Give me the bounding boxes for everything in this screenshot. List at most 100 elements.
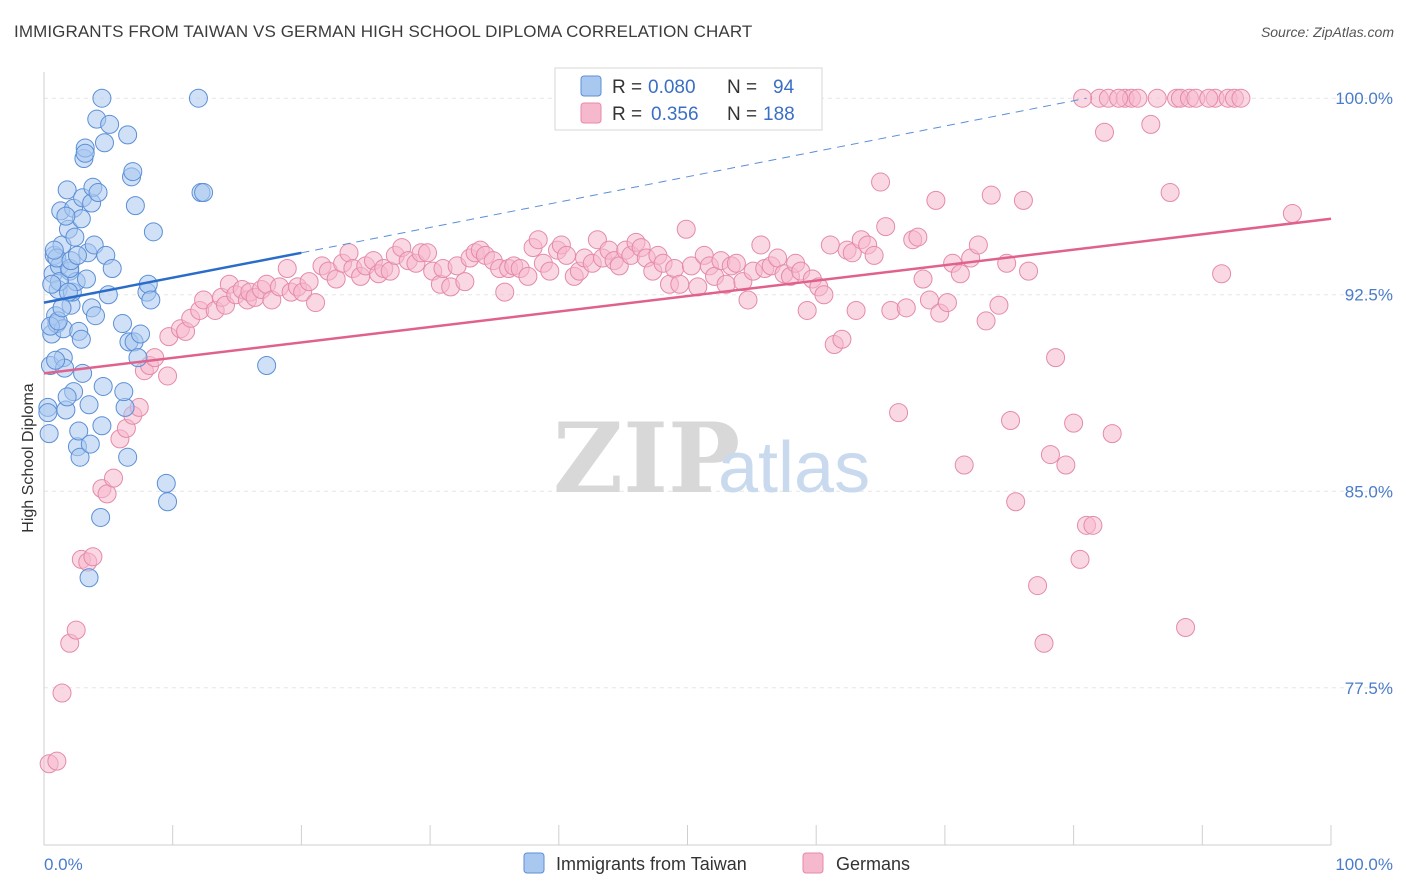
germans-point	[908, 227, 928, 247]
germans-point	[339, 243, 359, 263]
germans-point	[676, 219, 696, 239]
y-axis-label: High School Diploma	[20, 383, 37, 533]
taiwan-point	[91, 507, 111, 527]
germans-point	[1160, 183, 1180, 203]
taiwan-point	[44, 240, 64, 260]
germans-point	[66, 620, 86, 640]
germans-point	[726, 253, 746, 273]
chart-source: Source: ZipAtlas.com	[1260, 24, 1394, 40]
taiwan-point	[92, 416, 112, 436]
germans-point	[954, 455, 974, 475]
x-tick-labels: 0.0% 100.0%	[44, 855, 1393, 874]
bottom-legend-swatch-germans	[802, 852, 824, 874]
taiwan-point	[123, 162, 143, 182]
y-tick-label: 85.0%	[1345, 482, 1393, 501]
taiwan-point	[92, 88, 112, 108]
legend-r-label-1: R =	[612, 77, 642, 98]
taiwan-point	[75, 143, 95, 163]
taiwan-point	[188, 88, 208, 108]
legend-swatch-germans	[580, 102, 602, 124]
taiwan-point	[194, 183, 214, 203]
germans-point	[738, 290, 758, 310]
taiwan-point	[125, 196, 145, 216]
taiwan-point	[118, 447, 138, 467]
germans-points	[39, 88, 1302, 774]
germans-point	[871, 172, 891, 192]
germans-point	[1040, 445, 1060, 465]
germans-point	[1199, 88, 1219, 108]
taiwan-point	[88, 183, 108, 203]
germans-point	[1282, 203, 1302, 223]
taiwan-point	[57, 180, 77, 200]
germans-point	[864, 245, 884, 265]
taiwan-point	[143, 222, 163, 242]
germans-point	[540, 261, 560, 281]
taiwan-point	[94, 133, 114, 153]
germans-point	[1034, 633, 1054, 653]
germans-point	[418, 243, 438, 263]
germans-point	[1028, 576, 1048, 596]
grid-lines	[44, 97, 1392, 689]
bottom-legend-swatch-taiwan	[523, 852, 545, 874]
taiwan-point	[42, 274, 62, 294]
germans-point	[832, 329, 852, 349]
taiwan-point	[71, 209, 91, 229]
germans-point	[1147, 88, 1167, 108]
legend-r-label-2: R =	[612, 104, 642, 125]
taiwan-point	[38, 403, 58, 423]
watermark: ZIP atlas	[553, 402, 870, 515]
taiwan-point	[79, 395, 99, 415]
correlation-legend: R = 0.080 N = 94 R = 0.356 N = 188	[554, 67, 823, 131]
germans-point	[926, 190, 946, 210]
germans-point	[1094, 122, 1114, 142]
germans-point	[277, 259, 297, 279]
germans-point	[1013, 190, 1033, 210]
germans-point	[968, 235, 988, 255]
y-tick-label: 77.5%	[1345, 679, 1393, 698]
taiwan-point	[79, 568, 99, 588]
germans-point	[306, 293, 326, 313]
germans-point	[1001, 411, 1021, 431]
germans-point	[1141, 114, 1161, 134]
germans-point	[455, 272, 475, 292]
germans-point	[1073, 88, 1093, 108]
germans-point	[83, 547, 103, 567]
taiwan-point	[141, 290, 161, 310]
germans-point	[1083, 515, 1103, 535]
germans-point	[976, 311, 996, 331]
germans-trend-line	[43, 217, 1332, 375]
y-tick-labels: 77.5% 85.0% 92.5% 100.0%	[1335, 89, 1393, 698]
germans-point	[557, 245, 577, 265]
axes	[43, 72, 1332, 846]
x-tick-label-max: 100.0%	[1335, 855, 1393, 874]
germans-point	[145, 348, 165, 368]
taiwan-trend-line	[43, 251, 302, 304]
taiwan-point	[56, 206, 76, 226]
germans-point	[1070, 549, 1090, 569]
legend-n-label-1: N =	[727, 77, 757, 98]
taiwan-point	[131, 324, 151, 344]
taiwan-point	[76, 269, 96, 289]
legend-r-value-2: 0.356	[651, 104, 699, 125]
taiwan-point	[71, 329, 91, 349]
watermark-zip: ZIP	[553, 402, 740, 515]
legend-n-value-1: 94	[773, 77, 795, 98]
germans-point	[814, 285, 834, 305]
taiwan-point	[156, 473, 176, 493]
germans-point	[889, 403, 909, 423]
germans-point	[1212, 264, 1232, 284]
y-tick-label: 92.5%	[1345, 286, 1393, 305]
trend-lines	[43, 97, 1332, 375]
germans-point	[1109, 88, 1129, 108]
watermark-atlas: atlas	[718, 428, 870, 508]
taiwan-trend-extension	[301, 97, 1087, 254]
taiwan-points	[38, 88, 277, 588]
germans-point	[158, 366, 178, 386]
taiwan-point	[46, 350, 66, 370]
germans-point	[52, 683, 72, 703]
bottom-legend-label-germans: Germans	[836, 854, 910, 874]
germans-point	[751, 235, 771, 255]
series-legend: Immigrants from Taiwan Germans	[523, 852, 910, 874]
germans-point	[299, 272, 319, 292]
taiwan-point	[115, 397, 135, 417]
